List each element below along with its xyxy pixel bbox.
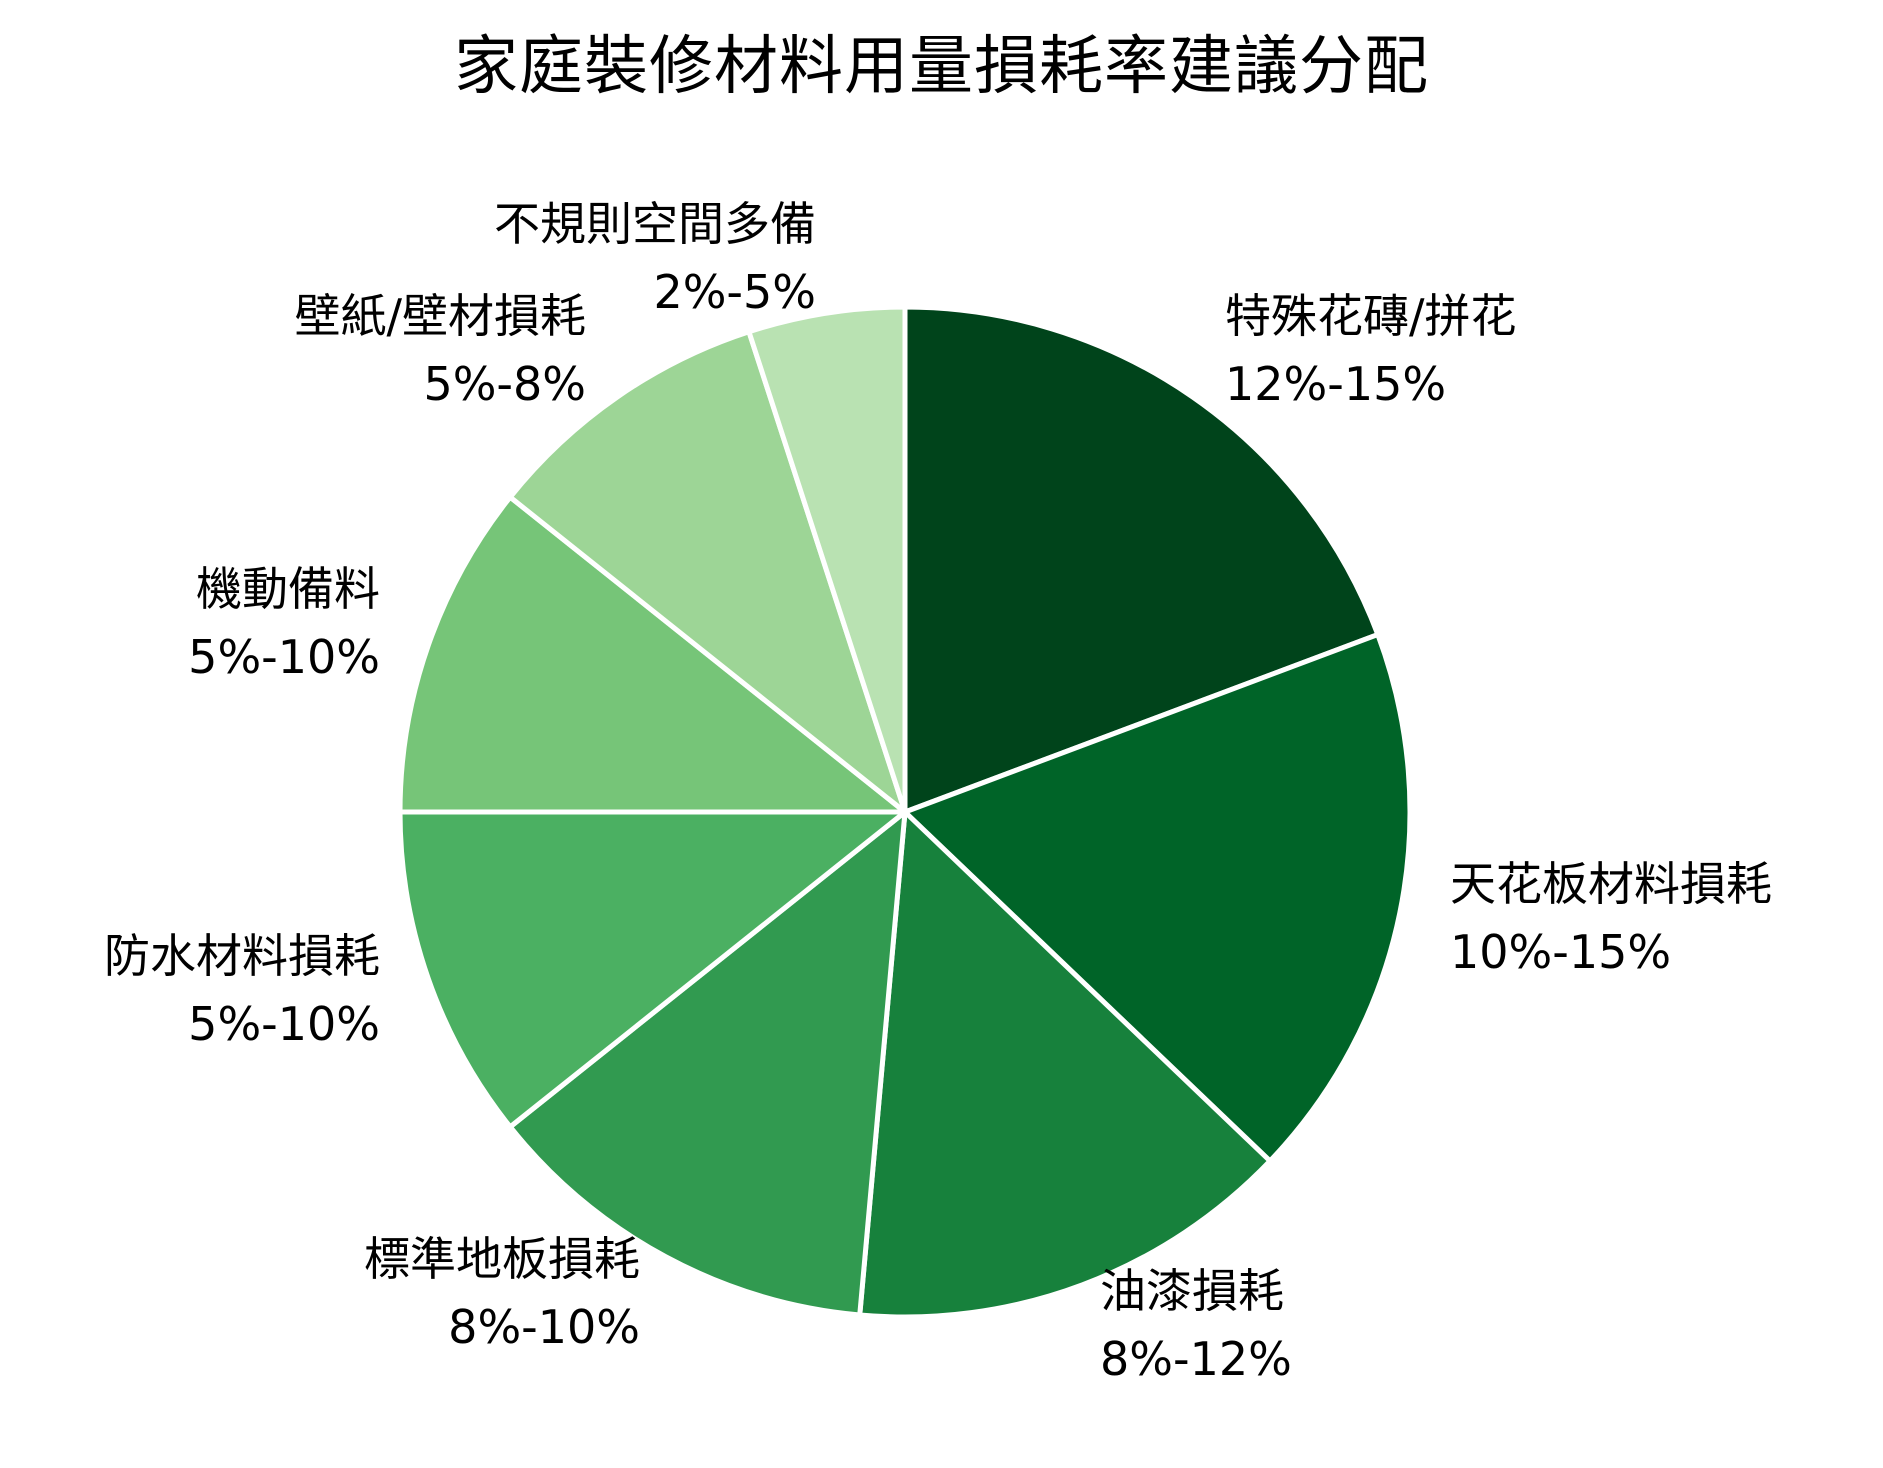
slice-label-range: 8%-10% — [448, 1300, 640, 1354]
slice-label-special-tiles: 特殊花磚/拼花 12%-15% — [1225, 282, 1517, 418]
slice-label-name: 防水材料損耗 — [104, 929, 380, 983]
pie-slice — [857, 809, 1273, 1320]
slice-label-range: 2%-5% — [653, 265, 816, 319]
slice-label-spare: 機動備料 5%-10% — [188, 555, 380, 691]
pie-slice — [902, 304, 1381, 815]
slice-label-range: 8%-12% — [1100, 1332, 1292, 1386]
slice-label-range: 5%-10% — [188, 630, 380, 684]
slice-label-name: 油漆損耗 — [1100, 1264, 1284, 1318]
slice-label-name: 天花板材料損耗 — [1450, 857, 1772, 911]
slice-label-ceiling: 天花板材料損耗 10%-15% — [1450, 850, 1772, 986]
slice-label-range: 5%-10% — [188, 997, 380, 1051]
slice-label-floor: 標準地板損耗 8%-10% — [364, 1225, 640, 1361]
slice-label-name: 標準地板損耗 — [364, 1232, 640, 1286]
slice-label-name: 不規則空間多備 — [494, 197, 816, 251]
chart-title: 家庭裝修材料用量損耗率建議分配 — [454, 30, 1429, 104]
pie-slice — [397, 494, 908, 815]
slice-label-waterproof: 防水材料損耗 5%-10% — [104, 922, 380, 1058]
slice-label-range: 12%-15% — [1225, 357, 1447, 411]
slice-label-name: 壁紙/壁材損耗 — [294, 289, 587, 343]
pie-slice — [746, 304, 908, 815]
slice-label-irregular-space: 不規則空間多備 2%-5% — [494, 190, 816, 326]
pie-slice — [397, 809, 908, 1130]
slice-label-wallpaper: 壁紙/壁材損耗 5%-8% — [295, 282, 587, 418]
slice-label-paint: 油漆損耗 8%-12% — [1100, 1257, 1292, 1393]
pie-slice — [902, 632, 1413, 1164]
pie-slice — [507, 809, 908, 1318]
slice-label-name: 機動備料 — [196, 562, 380, 616]
pie-slice — [507, 329, 908, 815]
slice-label-range: 10%-15% — [1450, 925, 1672, 979]
slice-label-name: 特殊花磚/拼花 — [1225, 289, 1517, 343]
slice-label-range: 5%-8% — [423, 357, 586, 411]
